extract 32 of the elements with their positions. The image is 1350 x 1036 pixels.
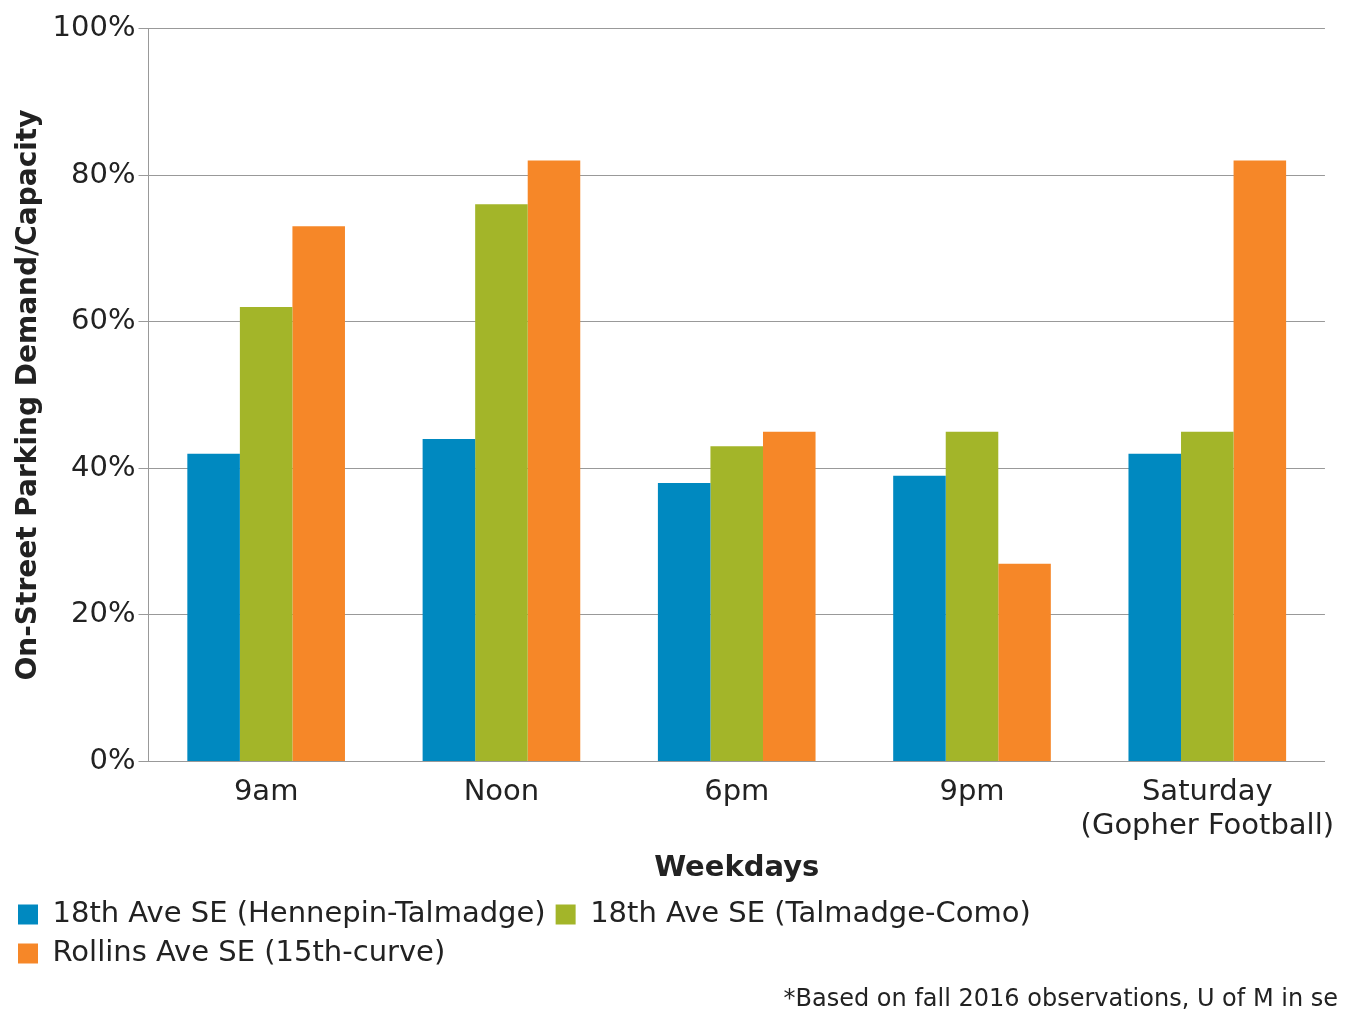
y-tick-label: 100% [52, 8, 136, 43]
x-tick-label: Noon [463, 772, 540, 807]
bar [998, 563, 1051, 762]
text: *Based on fall 2016 observations, U of M in se [782, 984, 1338, 1012]
legend-label: 18th Ave SE (Hennepin-Talmadge) [52, 895, 546, 930]
bar [527, 160, 581, 762]
x-tick-label: 6pm [704, 772, 770, 807]
bar [292, 226, 345, 762]
bar [239, 307, 293, 762]
bar [945, 431, 999, 762]
legend-label: Rollins Ave SE (15th-curve) [52, 934, 446, 969]
y-axis-title: On-Street Parking Demand/Capacity [10, 109, 44, 681]
bar [475, 204, 528, 762]
bar [710, 446, 763, 762]
y-tick-label: 60% [71, 302, 136, 337]
legend-label: 18th Ave SE (Talmadge-Como) [590, 895, 1031, 930]
y-tick-label: 40% [71, 448, 136, 483]
bar [1181, 431, 1234, 762]
y-tick-label: 80% [71, 155, 136, 190]
y-tick-label: 0% [89, 742, 136, 777]
bar [893, 475, 946, 762]
y-tick-label: 20% [71, 595, 136, 630]
bar [1128, 453, 1182, 762]
x-axis-title: Weekdays [654, 849, 820, 884]
x-tick-label: 9am [233, 772, 299, 807]
bar [1233, 160, 1287, 762]
bar [422, 438, 476, 762]
x-tick-label: Saturday (Gopher Football) [1080, 772, 1335, 842]
bar [657, 482, 711, 762]
x-tick-label: 9pm [939, 772, 1005, 807]
bar [187, 453, 240, 762]
bar [763, 431, 816, 762]
